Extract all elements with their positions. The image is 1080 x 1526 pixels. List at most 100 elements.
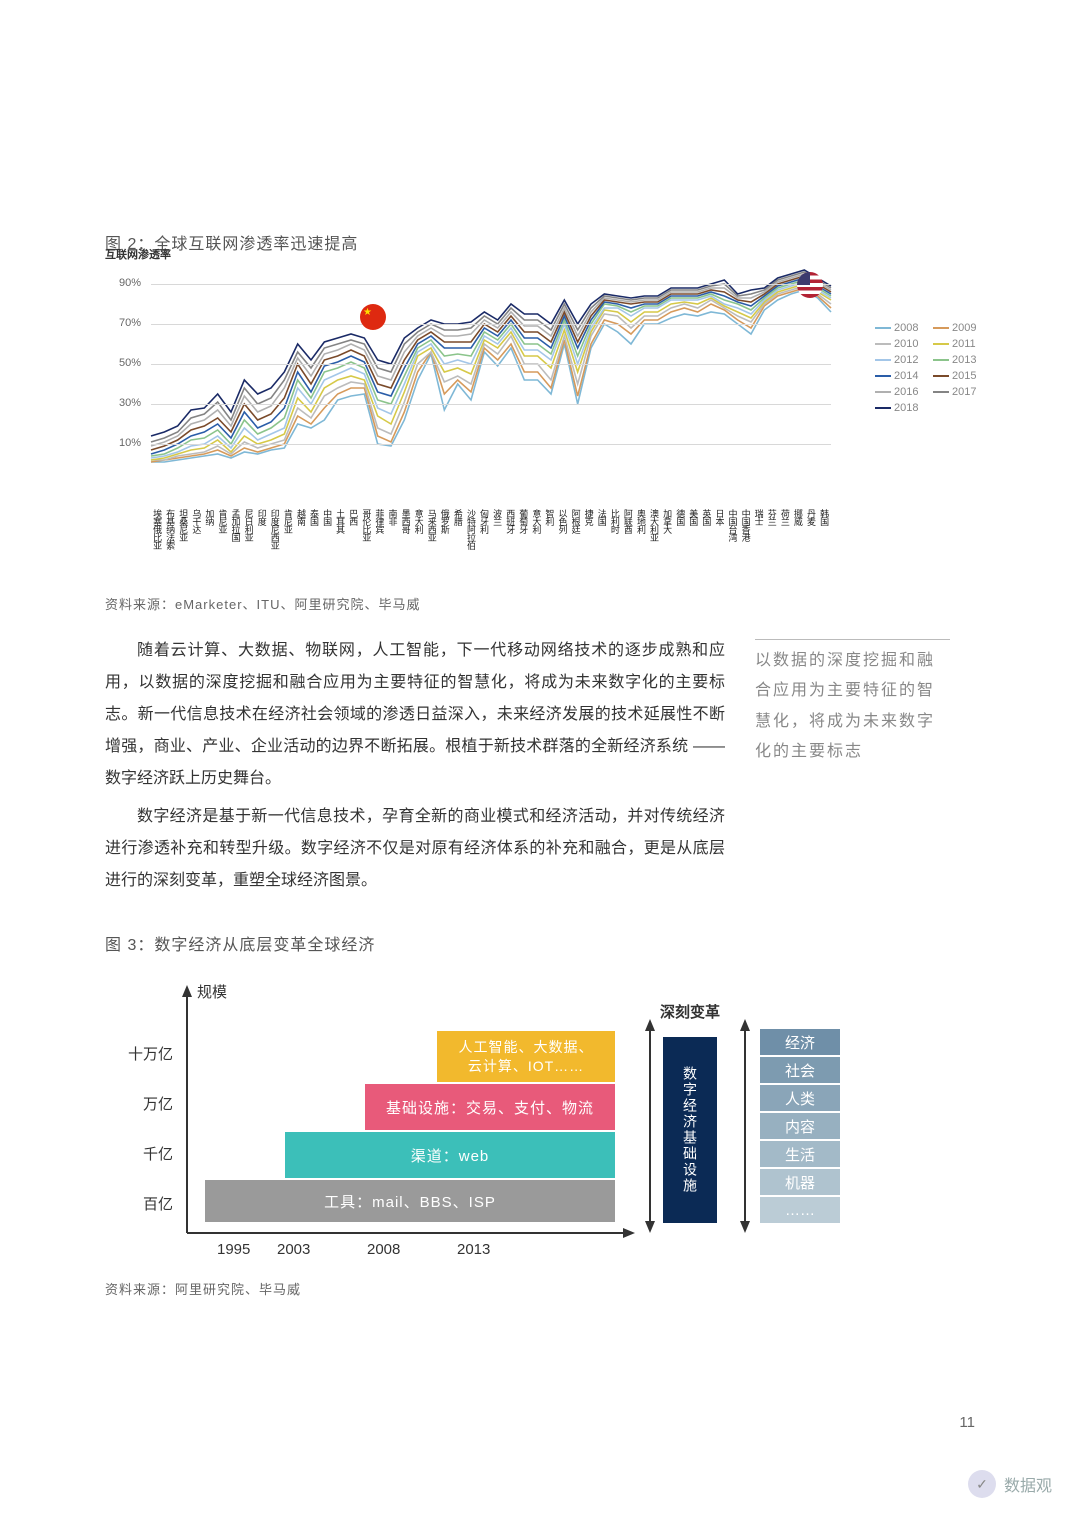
fig2-xcat: 美国 (687, 509, 700, 549)
china-flag: ★ (360, 304, 386, 330)
legend-2008: 2008 (875, 322, 927, 334)
fig3-right-item: 内容 (760, 1113, 840, 1139)
fig2-ytick: 10% (119, 437, 141, 449)
fig2-xcat: 哥伦比亚 (360, 509, 373, 549)
fig3-xtick: 2013 (457, 1241, 490, 1258)
fig2-xcat: 孟加拉国 (229, 509, 242, 549)
fig3-bar: 人工智能、大数据、云计算、IOT…… (437, 1031, 615, 1082)
fig2-xcat: 以色列 (556, 509, 569, 549)
fig2-xcat: 意大利 (530, 509, 543, 549)
fig2-xcat: 丹麦 (805, 509, 818, 549)
fig2-xcat: 法国 (596, 509, 609, 549)
legend-2014: 2014 (875, 370, 927, 382)
fig2-xcat: 捷克 (583, 509, 596, 549)
fig2-xcat: 肯尼亚 (282, 509, 295, 549)
fig2-xcat: 泰国 (308, 509, 321, 549)
series-2014 (151, 278, 831, 454)
page-number: 11 (959, 1414, 975, 1431)
body-row: 随着云计算、大数据、物联网，人工智能，下一代移动网络技术的逐步成熟和应用，以数据… (105, 635, 985, 903)
watermark: ✓ 数据观 (968, 1470, 1052, 1498)
fig2-xcat: 肯尼亚 (216, 509, 229, 549)
fig2-xcat: 俄罗斯 (439, 509, 452, 549)
fig3-right-item: 生活 (760, 1141, 840, 1167)
fig2-xcat: 西班牙 (504, 509, 517, 549)
fig3-bar: 渠道：web (285, 1132, 615, 1178)
fig2-xcat: 马来西亚 (426, 509, 439, 549)
legend-2012: 2012 (875, 354, 927, 366)
fig2-ytick: 50% (119, 357, 141, 369)
fig3-right-item: 机器 (760, 1169, 840, 1195)
fig3-chart: 规模十万亿万亿千亿百亿工具：mail、BBS、ISP渠道：web基础设施：交易、… (105, 965, 865, 1265)
fig2-xcat: 印度 (256, 509, 269, 549)
fig2-xcat: 英国 (700, 509, 713, 549)
fig3-xtick: 2008 (367, 1241, 400, 1258)
series-2013 (151, 280, 831, 456)
fig2-xcat: 印度尼西亚 (269, 509, 282, 549)
fig2-xcat: 布基纳法索 (164, 509, 177, 549)
fig2-xcat: 荷兰 (779, 509, 792, 549)
fig2-xcat: 智利 (543, 509, 556, 549)
fig3-right-item: 人类 (760, 1085, 840, 1111)
watermark-text: 数据观 (1004, 1472, 1052, 1496)
fig2-ytick: 30% (119, 397, 141, 409)
legend-2011: 2011 (933, 338, 985, 350)
fig2-ytick: 90% (119, 277, 141, 289)
wechat-icon: ✓ (968, 1470, 996, 1498)
fig2-xcat: 阿根廷 (570, 509, 583, 549)
fig2-xcat: 中国香港 (740, 509, 753, 549)
fig2-xcat: 匈牙利 (478, 509, 491, 549)
fig2-title: 图 2：全球互联网渗透率迅速提高 (105, 230, 985, 254)
fig2-xcat: 奥地利 (635, 509, 648, 549)
fig3-right-item: 社会 (760, 1057, 840, 1083)
legend-2010: 2010 (875, 338, 927, 350)
body-text: 随着云计算、大数据、物联网，人工智能，下一代移动网络技术的逐步成熟和应用，以数据… (105, 635, 725, 903)
para-1: 随着云计算、大数据、物联网，人工智能，下一代移动网络技术的逐步成熟和应用，以数据… (105, 635, 725, 795)
fig2-xaxis: 埃塞俄比亚布基纳法索坦桑尼亚乌干达加纳肯尼亚孟加拉国尼日利亚印度印度尼西亚肯尼亚… (151, 509, 831, 549)
legend-2018: 2018 (875, 402, 927, 414)
fig3-ytick: 百亿 (113, 1193, 173, 1214)
fig2-xcat: 乌干达 (190, 509, 203, 549)
fig3-ytick: 十万亿 (113, 1043, 173, 1064)
fig2-xcat: 阿联酋 (622, 509, 635, 549)
fig3-title: 图 3：数字经济从底层变革全球经济 (105, 931, 985, 955)
legend-2009: 2009 (933, 322, 985, 334)
fig2-xcat: 加纳 (203, 509, 216, 549)
fig2-xcat: 澳大利亚 (648, 509, 661, 549)
para-2: 数字经济是基于新一代信息技术，孕育全新的商业模式和经济活动，并对传统经济进行渗透… (105, 801, 725, 897)
fig2-xcat: 尼日利亚 (243, 509, 256, 549)
fig3-ylabel: 规模 (197, 981, 227, 1002)
fig2-xcat: 墨西哥 (399, 509, 412, 549)
fig2-source: 资料来源：eMarketer、ITU、阿里研究院、毕马威 (105, 594, 985, 613)
fig2-legend: 2008200920102011201220132014201520162017… (875, 322, 995, 418)
fig2-ylabel: 互联网渗透率 (105, 246, 171, 262)
fig3-bar: 基础设施：交易、支付、物流 (365, 1084, 615, 1130)
fig3-bar: 工具：mail、BBS、ISP (205, 1180, 615, 1222)
fig2-ytick: 70% (119, 317, 141, 329)
fig2-xcat: 波兰 (491, 509, 504, 549)
fig3-source: 资料来源：阿里研究院、毕马威 (105, 1279, 985, 1298)
fig3-right-item: 经济 (760, 1029, 840, 1055)
fig2-xcat: 中国台湾 (726, 509, 739, 549)
fig3-right-item: …… (760, 1197, 840, 1223)
fig2-xcat: 韩国 (818, 509, 831, 549)
legend-2016: 2016 (875, 386, 927, 398)
fig2-xcat: 加拿大 (661, 509, 674, 549)
legend-2013: 2013 (933, 354, 985, 366)
fig2-xcat: 葡萄牙 (517, 509, 530, 549)
fig2-xcat: 土耳其 (334, 509, 347, 549)
fig2-xcat: 德国 (674, 509, 687, 549)
fig2-xcat: 越南 (295, 509, 308, 549)
fig3-top-label: 深刻变革 (660, 1001, 720, 1022)
fig2-chart: 互联网渗透率 10%30%50%70%90% 埃塞俄比亚布基纳法索坦桑尼亚乌干达… (105, 264, 985, 544)
series-2010 (151, 286, 831, 460)
fig2-xcat: 希腊 (452, 509, 465, 549)
fig2-xcat: 坦桑尼亚 (177, 509, 190, 549)
us-flag (797, 272, 823, 298)
fig2-xcat: 芬兰 (766, 509, 779, 549)
fig3-xtick: 2003 (277, 1241, 310, 1258)
fig3-ytick: 万亿 (113, 1093, 173, 1114)
fig2-svg (105, 264, 865, 474)
fig2-xcat: 日本 (713, 509, 726, 549)
fig2-xcat: 南非 (386, 509, 399, 549)
fig2-xcat: 比利时 (609, 509, 622, 549)
